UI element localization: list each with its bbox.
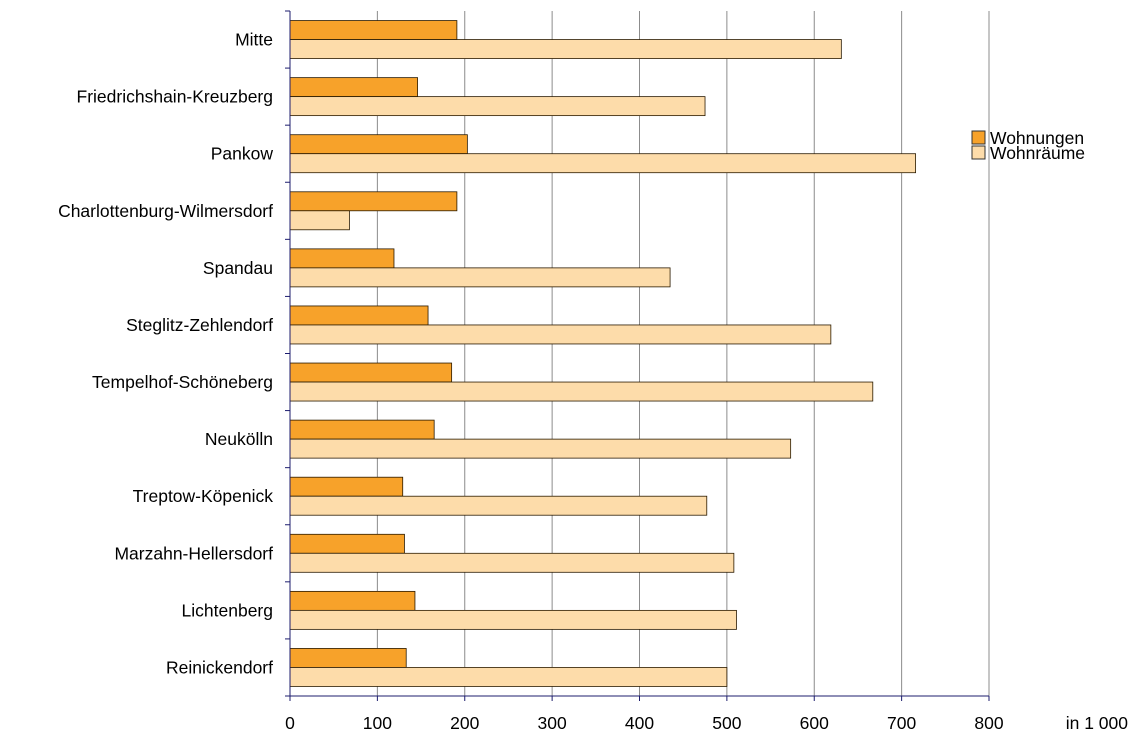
bar-wohnungen-mitte [289, 20, 458, 40]
gridlines [376, 11, 990, 696]
bar-wohnraeume-lichtenberg [289, 609, 737, 630]
bar-wohnungen-friedrichshain-kreuzberg [289, 77, 418, 98]
legend-swatch-wohnungen [971, 130, 986, 145]
bar-wohnraeume-treptow-koepenick [289, 495, 708, 516]
axes [285, 10, 990, 701]
bar-wohnraeume-friedrichshain-kreuzberg [289, 96, 706, 117]
x-unit-label: in 1 000 [1066, 713, 1129, 733]
legend-label-wohnungen: Wohnungen [990, 128, 1084, 148]
bar-wohnraeume-charlottenburg-wilmersdorf [289, 210, 350, 231]
category-label-marzahn-hellersdorf: Marzahn-Hellersdorf [114, 543, 273, 563]
legend-item-wohnungen: Wohnungen [971, 128, 1084, 148]
category-labels: Mitte Friedrichshain-Kreuzberg Pankow Charl… [58, 30, 273, 678]
legend-swatch-wohnraeume [971, 145, 986, 160]
category-label-spandau: Spandau [203, 258, 273, 278]
category-label-friedrichshain-kreuzberg: Friedrichshain-Kreuzberg [77, 87, 273, 107]
bar-wohnungen-treptow-koepenick [289, 476, 404, 497]
bar-wohnraeume-tempelhof-schoeneberg [289, 381, 874, 402]
x-tick-label: 600 [800, 713, 829, 733]
x-tick-label: 100 [363, 713, 392, 733]
bar-wohnraeume-spandau [289, 267, 671, 288]
bar-wohnungen-marzahn-hellersdorf [289, 533, 405, 554]
x-tick-label: 300 [538, 713, 567, 733]
bars [289, 20, 917, 687]
x-tick-labels: 0 100 200 300 400 500 600 700 800 [285, 713, 1004, 733]
bar-wohnraeume-steglitz-zehlendorf [289, 324, 832, 345]
category-label-mitte: Mitte [235, 30, 273, 50]
legend-label-wohnraeume: Wohnräume [990, 143, 1085, 163]
bar-wohnraeume-pankow [289, 153, 917, 174]
bar-wohnraeume-reinickendorf [289, 667, 728, 687]
x-tick-label: 200 [450, 713, 479, 733]
category-label-reinickendorf: Reinickendorf [166, 657, 273, 677]
bar-wohnungen-neukoelln [289, 419, 435, 440]
bar-wohnungen-steglitz-zehlendorf [289, 305, 429, 326]
bar-wohnungen-lichtenberg [289, 590, 416, 611]
legend: Wohnungen Wohnräume [971, 128, 1085, 163]
bar-wohnraeume-marzahn-hellersdorf [289, 552, 735, 573]
x-tick-label: 400 [625, 713, 654, 733]
legend-item-wohnraeume: Wohnräume [971, 143, 1085, 163]
bar-wohnungen-tempelhof-schoeneberg [289, 362, 453, 383]
category-label-tempelhof-schoeneberg: Tempelhof-Schöneberg [92, 372, 273, 392]
bar-wohnungen-pankow [289, 134, 468, 155]
bar-wohnungen-reinickendorf [289, 648, 407, 668]
x-tick-label: 700 [887, 713, 916, 733]
category-label-neukoelln: Neukölln [205, 429, 273, 449]
x-tick-label: 500 [712, 713, 741, 733]
x-tick-label: 800 [974, 713, 1003, 733]
category-label-charlottenburg-wilmersdorf: Charlottenburg-Wilmersdorf [58, 201, 273, 221]
bar-wohnraeume-neukoelln [289, 438, 792, 459]
x-tick-label: 0 [285, 713, 295, 733]
bar-wohnungen-spandau [289, 248, 395, 269]
category-label-treptow-koepenick: Treptow-Köpenick [133, 486, 274, 506]
category-label-lichtenberg: Lichtenberg [182, 600, 273, 620]
category-label-steglitz-zehlendorf: Steglitz-Zehlendorf [126, 315, 273, 335]
bar-wohnraeume-mitte [289, 39, 842, 59]
category-label-pankow: Pankow [211, 144, 274, 164]
bar-wohnungen-charlottenburg-wilmersdorf [289, 191, 458, 212]
